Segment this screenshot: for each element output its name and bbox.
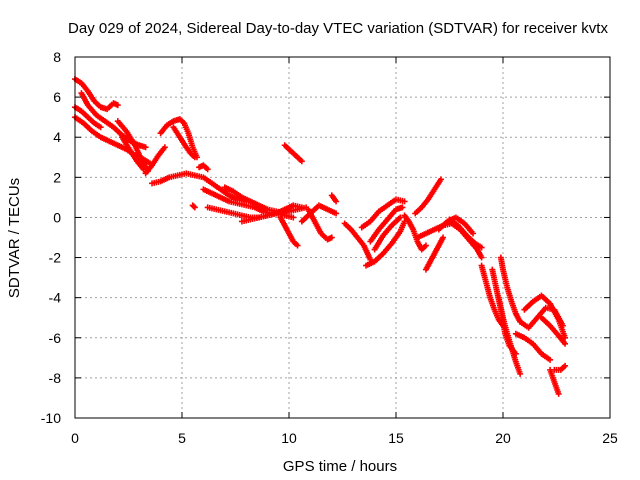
data-point (333, 198, 340, 205)
data-series-trace-12 (189, 202, 198, 211)
data-points (72, 76, 569, 397)
y-tick-label: 4 (53, 129, 61, 145)
y-tick-label: 8 (53, 49, 61, 65)
data-series-trace-35 (495, 294, 524, 377)
x-tick-label: 20 (495, 430, 511, 446)
data-point (401, 198, 408, 205)
data-point (97, 124, 104, 131)
y-axis-tick-labels: -10 -8 -6 -4 -2 0 2 4 6 8 (41, 49, 61, 426)
data-point (478, 244, 485, 251)
data-series-trace-39 (521, 292, 569, 341)
data-series-trace-11 (196, 162, 211, 173)
data-point (397, 214, 404, 221)
data-point (422, 242, 429, 249)
data-point (562, 362, 569, 369)
data-series-trace-21 (328, 192, 340, 205)
data-point (140, 166, 147, 173)
data-point (294, 242, 301, 249)
data-series-trace-37 (512, 330, 554, 363)
x-tick-label: 5 (178, 430, 186, 446)
data-point (440, 234, 447, 241)
data-point (290, 214, 297, 221)
data-series-trace-41 (547, 366, 562, 397)
data-series-trace-22 (341, 220, 374, 263)
x-axis-tick-labels: 0 5 10 15 20 25 (71, 430, 618, 446)
data-series-trace-25 (367, 204, 406, 245)
data-series-trace-19 (298, 202, 340, 225)
data-point (142, 144, 149, 151)
x-tick-label: 0 (71, 430, 79, 446)
data-series-trace-18 (281, 142, 305, 165)
plot-frame (74, 56, 611, 419)
chart-title: Day 029 of 2024, Sidereal Day-to-day VTE… (68, 20, 608, 37)
data-series-trace-7 (142, 144, 168, 177)
data-series-trace-26 (371, 214, 404, 253)
data-series-trace-40 (538, 314, 569, 347)
data-series-trace-15 (221, 184, 288, 217)
data-point (161, 144, 168, 151)
data-point (399, 204, 406, 211)
data-series-trace-16 (238, 202, 305, 225)
y-tick-label: -4 (49, 290, 62, 306)
data-point (555, 390, 562, 397)
data-series-trace-36 (497, 254, 524, 325)
data-point (190, 203, 197, 210)
data-series-trace-6 (119, 134, 147, 173)
data-series-trace-42 (551, 362, 569, 373)
data-series-trace-17 (277, 214, 301, 249)
x-tick-label: 10 (281, 430, 297, 446)
y-tick-label: -10 (41, 410, 61, 426)
data-point (333, 210, 340, 217)
data-point (298, 158, 305, 165)
data-series-trace-10 (170, 124, 198, 161)
x-axis-title: GPS time / hours (283, 458, 397, 475)
data-point (437, 176, 444, 183)
data-series-trace-29 (422, 234, 447, 273)
data-series-trace-20 (305, 206, 335, 243)
y-tick-label: -2 (49, 250, 62, 266)
data-series-trace-23 (358, 196, 408, 231)
x-tick-label: 15 (388, 430, 404, 446)
data-series-trace-32 (446, 216, 485, 251)
y-tick-label: -8 (49, 370, 62, 386)
y-tick-label: -6 (49, 330, 62, 346)
data-point (191, 154, 198, 161)
data-point (562, 340, 569, 347)
axis-ticks (74, 56, 611, 419)
data-point (478, 254, 485, 261)
data-point (517, 370, 524, 377)
data-point (298, 204, 305, 211)
data-series-trace-8 (149, 170, 250, 205)
data-series-trace-24 (363, 218, 408, 269)
y-tick-label: 0 (53, 209, 61, 225)
y-tick-label: 2 (53, 169, 61, 185)
data-point (470, 230, 477, 237)
data-point (204, 166, 211, 173)
y-axis-title: SDTVAR / TECUs (6, 178, 23, 298)
data-point (547, 356, 554, 363)
data-point (114, 102, 121, 109)
data-series-trace-9 (157, 116, 200, 161)
x-tick-label: 25 (602, 430, 618, 446)
data-series-trace-1 (72, 76, 121, 113)
data-point (328, 234, 335, 241)
data-series-trace-28 (412, 176, 444, 217)
y-tick-label: 6 (53, 89, 61, 105)
data-point (191, 204, 198, 211)
